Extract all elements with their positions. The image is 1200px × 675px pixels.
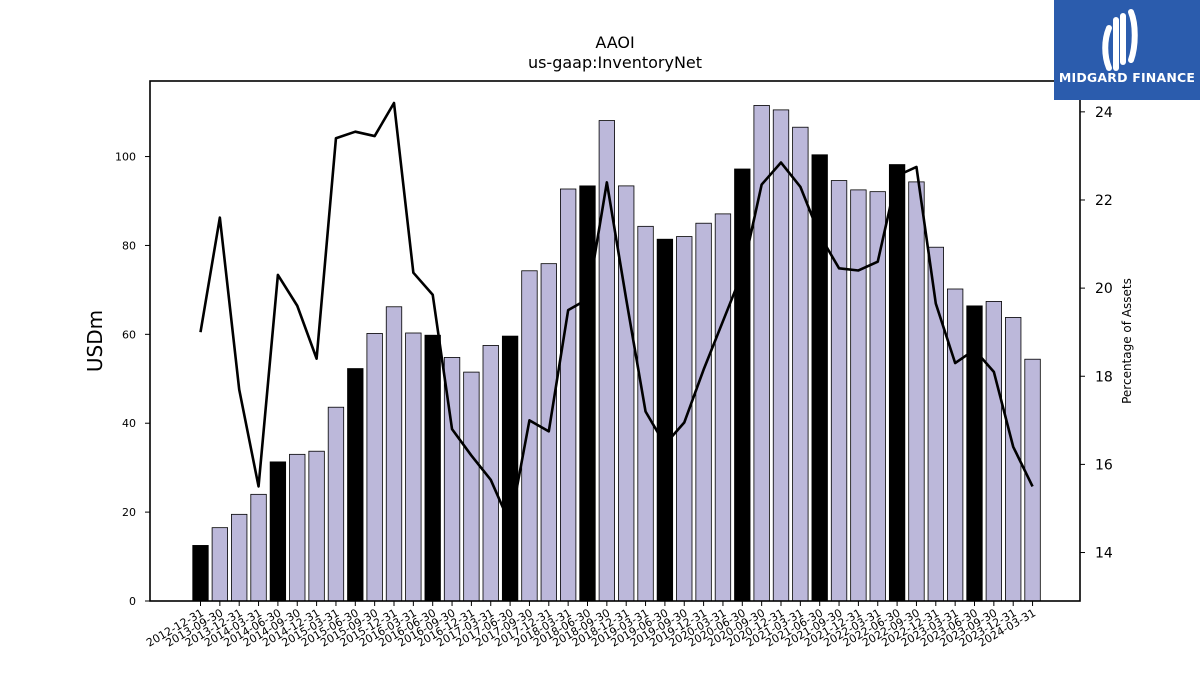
x-axis-ticks: 2012-12-312013-09-302013-12-312014-03-31… — [144, 601, 1038, 650]
y2-tick-label: 18 — [1095, 369, 1113, 385]
y-tick-label: 80 — [122, 239, 136, 252]
bar-2013-09-30 — [211, 527, 229, 602]
y-tick-label: 20 — [122, 506, 136, 519]
bar-2019-06-30 — [656, 238, 674, 602]
bar-2022-09-30 — [908, 181, 925, 602]
bar-2017-09-30 — [521, 270, 538, 602]
bar-2020-12-31 — [772, 109, 790, 602]
bar-series — [192, 105, 1041, 602]
bar-2016-06-30 — [424, 334, 441, 602]
y2-tick-label: 20 — [1095, 281, 1113, 297]
midgard-logo-icon — [1102, 9, 1138, 71]
bar-2015-06-30 — [347, 368, 364, 602]
bar-2023-03-31 — [947, 288, 964, 602]
y2-tick-label: 14 — [1095, 546, 1113, 562]
y-tick-label: 60 — [122, 328, 136, 341]
bar-2020-03-31 — [714, 213, 732, 602]
brand-logo: MIDGARD FINANCE — [1054, 0, 1200, 100]
bar-2016-12-31 — [463, 371, 480, 602]
y-tick-label: 100 — [115, 151, 136, 164]
bar-2024-03-31 — [1024, 358, 1041, 602]
y-tick-label: 0 — [129, 595, 136, 608]
bar-2021-09-30 — [830, 180, 848, 602]
brand-name: MIDGARD FINANCE — [1058, 70, 1196, 85]
bar-2018-09-30 — [598, 120, 615, 602]
y2-tick-label: 22 — [1095, 193, 1113, 209]
bar-2013-12-31 — [231, 513, 248, 602]
bar-2021-12-31 — [850, 189, 867, 602]
y2-tick-label: 24 — [1095, 105, 1113, 121]
bar-2016-03-31 — [405, 332, 422, 602]
bar-2022-03-31 — [869, 191, 886, 602]
plot-frame — [149, 80, 1081, 602]
y2-axis-label: Percentage of Assets — [1120, 278, 1134, 404]
bar-2014-06-30 — [269, 461, 287, 602]
bar-2022-06-30 — [888, 164, 906, 602]
y-axis-label: USDm — [83, 310, 107, 372]
bar-2020-06-30 — [734, 168, 751, 602]
bar-2018-06-30 — [579, 185, 596, 602]
bar-2014-03-31 — [250, 493, 267, 602]
y2-tick-label: 16 — [1095, 457, 1113, 473]
bar-2015-12-31 — [385, 306, 403, 602]
chart-subtitle: us-gaap:InventoryNet — [528, 53, 702, 72]
bar-2018-12-31 — [618, 185, 635, 602]
y-tick-label: 40 — [122, 417, 136, 430]
bar-2023-09-30 — [985, 301, 1002, 602]
bar-2015-03-31 — [327, 406, 345, 602]
bar-2017-06-30 — [501, 335, 519, 602]
bar-2014-12-31 — [308, 450, 325, 602]
chart-title: AAOI — [595, 33, 634, 52]
y2-axis-ticks: 14 16 18 20 22 24 — [1080, 105, 1113, 562]
bar-2012-12-31 — [192, 545, 209, 602]
percentage-line — [199, 101, 1034, 526]
bar-2014-09-30 — [289, 453, 306, 602]
bar-2015-09-30 — [366, 333, 383, 602]
y-axis-ticks: 0 20 40 60 80 100 — [115, 151, 150, 608]
bar-2019-12-31 — [695, 222, 712, 602]
bar-2018-03-31 — [560, 188, 577, 602]
